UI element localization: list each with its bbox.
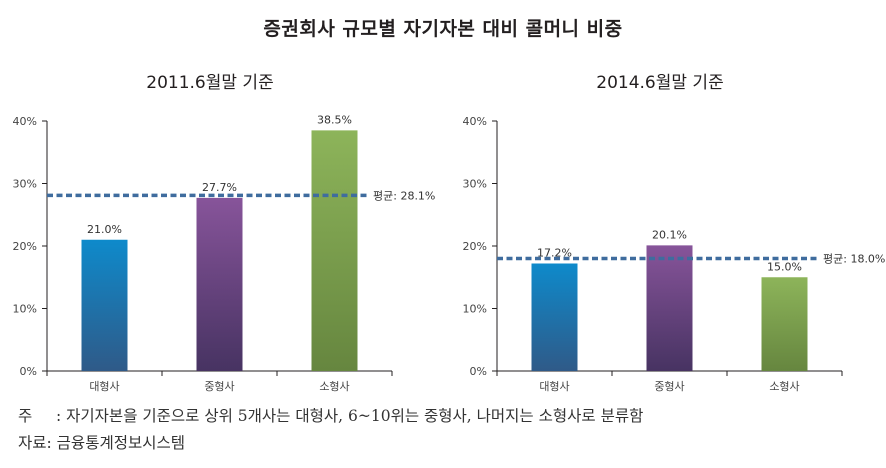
value-label: 38.5% bbox=[317, 113, 352, 126]
value-label: 20.1% bbox=[652, 228, 687, 241]
y-tick-label: 10% bbox=[463, 303, 487, 316]
category-label: 소형사 bbox=[769, 380, 799, 393]
y-tick-label: 20% bbox=[463, 240, 487, 253]
bar bbox=[196, 197, 243, 371]
chart-2014: 2014.6월말 기준 0% 10% 20% 30% 40% 17.2% 대형사 20.1% 중… bbox=[463, 73, 886, 393]
y-tick-label: 40% bbox=[13, 115, 37, 128]
bar bbox=[531, 263, 578, 371]
bar bbox=[646, 245, 693, 371]
y-tick-label: 20% bbox=[13, 240, 37, 253]
value-label: 21.0% bbox=[87, 223, 122, 236]
chart-2011-plot: 0% 10% 20% 30% 40% 21.0% 대형사 27.7% 중형사 38.5% 소형사 평균… bbox=[13, 113, 436, 393]
average-label: 평균: 18.0% bbox=[823, 253, 885, 266]
footnote-note: 주 : 자기자본을 기준으로 상위 5개사는 대형사, 6~10위는 중형사, 나… bbox=[18, 404, 643, 426]
note-text: : 자기자본을 기준으로 상위 5개사는 대형사, 6~10위는 중형사, 나머… bbox=[56, 407, 644, 425]
y-tick-label: 40% bbox=[463, 115, 487, 128]
category-label: 소형사 bbox=[319, 380, 349, 393]
bar bbox=[761, 277, 808, 371]
y-tick-label: 30% bbox=[13, 178, 37, 191]
bar bbox=[311, 130, 358, 371]
note-prefix: 주 bbox=[18, 407, 33, 425]
y-tick-label: 10% bbox=[13, 303, 37, 316]
chart-title: 2011.6월말 기준 bbox=[146, 73, 273, 93]
category-label: 대형사 bbox=[539, 380, 569, 393]
category-label: 중형사 bbox=[204, 380, 234, 393]
bar bbox=[81, 239, 128, 371]
category-label: 중형사 bbox=[654, 380, 684, 393]
y-tick-label: 0% bbox=[470, 365, 487, 378]
category-label: 대형사 bbox=[89, 380, 119, 393]
chart-2011: 2011.6월말 기준 0% 10% 20% 30% 40% 21.0% 대형사 27.7% 중… bbox=[13, 73, 436, 393]
main-title: 증권회사 규모별 자기자본 대비 콜머니 비중 bbox=[263, 18, 623, 40]
y-tick-label: 30% bbox=[463, 178, 487, 191]
y-tick-label: 0% bbox=[20, 365, 37, 378]
footnote-source: 자료: 금융통계정보시스템 bbox=[18, 434, 186, 452]
average-label: 평균: 28.1% bbox=[373, 189, 435, 202]
chart-2014-plot: 0% 10% 20% 30% 40% 17.2% 대형사 20.1% 중형사 15.0% 소형사 평균… bbox=[463, 115, 886, 393]
value-label: 17.2% bbox=[537, 247, 572, 260]
value-label: 15.0% bbox=[767, 260, 802, 273]
chart-title: 2014.6월말 기준 bbox=[596, 73, 723, 93]
value-label: 27.7% bbox=[202, 181, 237, 194]
